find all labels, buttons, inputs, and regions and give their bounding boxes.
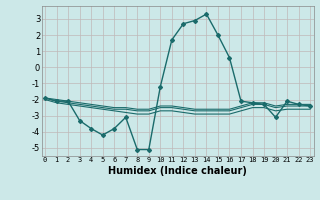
X-axis label: Humidex (Indice chaleur): Humidex (Indice chaleur) — [108, 166, 247, 176]
